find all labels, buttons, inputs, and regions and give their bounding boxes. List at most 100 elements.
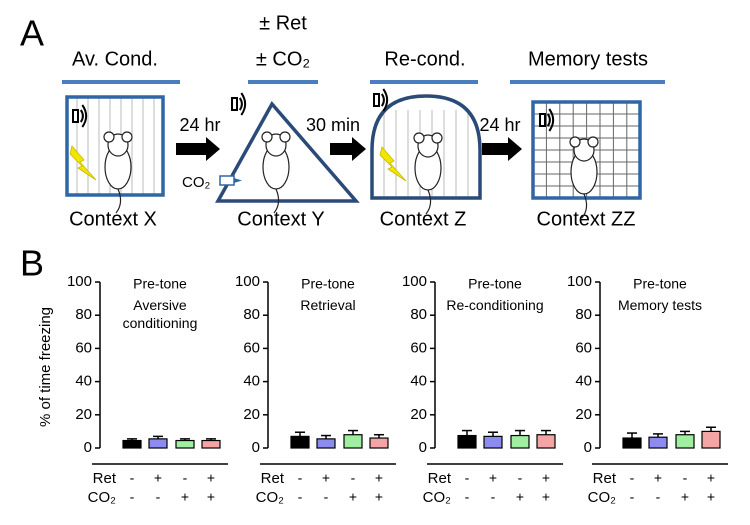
condition-sign: +	[207, 489, 215, 505]
y-tick-label: 20	[75, 406, 92, 423]
mouse-ear	[261, 131, 273, 143]
stage-bar	[248, 80, 318, 84]
mouse-ear	[431, 132, 443, 144]
condition-sign: +	[489, 470, 497, 486]
bar	[622, 437, 642, 449]
y-tick-label: 40	[575, 373, 592, 390]
sound-wave	[240, 92, 247, 116]
condition-sign: -	[465, 489, 470, 505]
y-tick-label: 80	[410, 306, 427, 323]
row-label: Ret	[428, 470, 452, 487]
bar	[457, 434, 477, 449]
speaker	[231, 97, 238, 111]
sound-wave	[79, 109, 84, 123]
subtitle-box: Re-conditioning	[446, 297, 543, 313]
context-y	[215, 100, 360, 203]
sound-wave	[238, 97, 243, 111]
y-tick-label: 80	[575, 306, 592, 323]
stage-heading: Re-cond.	[384, 48, 465, 70]
co2-valve	[219, 175, 235, 186]
condition-sign: -	[298, 470, 303, 486]
context-x	[65, 95, 165, 197]
chart-title: Pre-tone	[301, 276, 355, 292]
sound-wave	[546, 113, 551, 127]
condition-sign: +	[516, 489, 524, 505]
sound-wave	[81, 104, 88, 128]
co2-arrow	[234, 178, 242, 183]
sound-wave	[382, 88, 389, 112]
arrow	[482, 137, 522, 161]
mouse-ear	[103, 131, 115, 143]
y-tick-label: 20	[575, 406, 592, 423]
panel-label: B	[20, 243, 44, 284]
subtitle-box: Retrieval	[300, 297, 355, 313]
condition-sign: -	[656, 489, 661, 505]
context-z	[370, 94, 482, 200]
mouse-tail	[425, 189, 432, 215]
interval-label: 24 hr	[479, 115, 520, 135]
y-tick-label: 60	[75, 339, 92, 356]
y-tick-label: 0	[419, 439, 427, 456]
y-tick-label: 0	[252, 439, 260, 456]
condition-sign: +	[707, 470, 715, 486]
co2-label: CO₂	[182, 174, 211, 191]
y-tick-label: 60	[243, 339, 260, 356]
condition-sign: +	[542, 489, 550, 505]
bar	[201, 439, 221, 449]
condition-sign: -	[518, 470, 523, 486]
bar	[675, 434, 695, 449]
stage-bar	[370, 80, 478, 84]
bar	[536, 434, 556, 449]
y-tick-label: 40	[75, 373, 92, 390]
mouse-ear	[569, 136, 581, 148]
condition-sign: -	[324, 489, 329, 505]
condition-sign: -	[491, 489, 496, 505]
bar	[175, 439, 195, 449]
mouse-ear	[587, 136, 599, 148]
subtitle-box: Memory tests	[617, 297, 702, 313]
condition-sign: +	[181, 489, 189, 505]
condition-sign: -	[156, 489, 161, 505]
mouse-ear	[121, 131, 133, 143]
y-tick-label: 40	[410, 373, 427, 390]
row-label: Ret	[261, 470, 285, 487]
shock	[69, 145, 97, 181]
context-label: Context ZZ	[537, 208, 636, 230]
bar	[343, 434, 363, 449]
row-label: CO₂	[423, 489, 452, 506]
stage-heading: ± Ret	[259, 12, 307, 34]
condition-sign: -	[351, 470, 356, 486]
condition-sign: +	[207, 470, 215, 486]
interval-label: 30 min	[306, 115, 360, 135]
condition-sign: -	[298, 489, 303, 505]
condition-sign: +	[375, 489, 383, 505]
bar	[122, 439, 142, 449]
condition-sign: -	[130, 470, 135, 486]
bar	[316, 438, 336, 449]
y-tick-label: 100	[402, 273, 427, 290]
chart-title: Pre-tone	[468, 276, 522, 292]
sound-wave	[380, 93, 385, 107]
chart-subtitle: Memory tests	[617, 297, 702, 313]
y-tick-label: 40	[243, 373, 260, 390]
condition-sign: -	[130, 489, 135, 505]
condition-sign: -	[630, 489, 635, 505]
bar	[701, 430, 721, 449]
y-tick-label: 20	[243, 406, 260, 423]
chart-title: Pre-tone	[633, 276, 687, 292]
condition-sign: -	[683, 470, 688, 486]
condition-sign: -	[183, 470, 188, 486]
bar	[290, 435, 310, 449]
speaker	[539, 113, 546, 127]
y-tick-label: 60	[410, 339, 427, 356]
y-tick-label: 80	[243, 306, 260, 323]
y-tick-label: 100	[67, 273, 92, 290]
row-label: CO₂	[88, 489, 117, 506]
condition-sign: +	[681, 489, 689, 505]
mouse-tail	[581, 193, 588, 219]
chart-subtitle: Aversive conditioning	[122, 297, 198, 331]
stage-heading: Av. Cond.	[72, 48, 158, 70]
row-label: Ret	[593, 470, 617, 487]
panel-label: A	[20, 13, 44, 54]
